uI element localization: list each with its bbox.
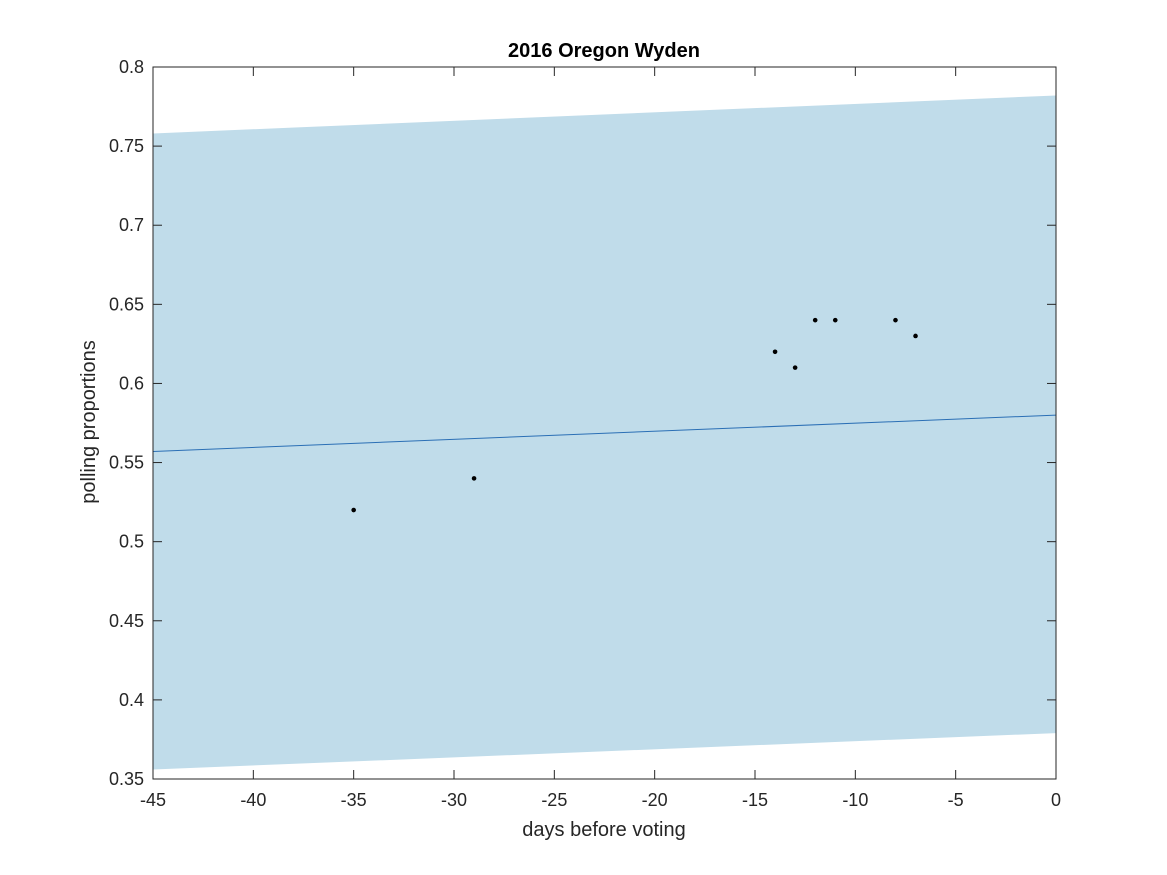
data-point (913, 333, 918, 339)
x-tick-label: -30 (441, 790, 467, 810)
y-tick-label: 0.45 (109, 611, 144, 631)
x-tick-label: -10 (842, 790, 868, 810)
data-point (893, 317, 898, 323)
y-tick-label: 0.8 (119, 57, 144, 77)
x-tick-label: -45 (140, 790, 166, 810)
trend-line (152, 414, 1057, 452)
x-tick-label: -20 (642, 790, 668, 810)
plot-area (152, 66, 1057, 780)
axes-box (152, 66, 1057, 780)
y-axis-ticks: 0.35 0.4 0.45 0.5 0.55 0.6 0.65 0.7 0.75 0.8 (109, 57, 1056, 789)
x-tick-label: 0 (1051, 790, 1061, 810)
data-point (772, 349, 778, 355)
y-tick-label: 0.75 (109, 136, 144, 156)
data-point (792, 365, 798, 370)
data-point (832, 317, 838, 323)
confidence-band (153, 95, 1056, 770)
y-axis-label: polling proportions (78, 340, 100, 503)
x-tick-label: -25 (541, 790, 567, 810)
data-point (812, 317, 818, 323)
x-tick-label: -5 (948, 790, 964, 810)
x-axis-ticks: -45 -40 -35 -30 -25 -20 -15 -10 -5 0 (140, 67, 1061, 810)
chart-title: 2016 Oregon Wyden (508, 40, 700, 62)
x-tick-label: -40 (240, 790, 266, 810)
data-point (351, 507, 356, 513)
y-tick-label: 0.4 (119, 690, 144, 710)
x-tick-label: -35 (341, 790, 367, 810)
y-tick-label: 0.6 (119, 373, 144, 393)
y-tick-label: 0.65 (109, 294, 144, 314)
x-tick-label: -15 (742, 790, 768, 810)
x-axis-label: days before voting (522, 819, 685, 841)
y-tick-label: 0.5 (119, 532, 144, 552)
y-tick-label: 0.35 (109, 769, 144, 789)
data-point (471, 476, 477, 481)
y-tick-label: 0.7 (119, 215, 144, 235)
y-tick-label: 0.55 (109, 453, 144, 473)
